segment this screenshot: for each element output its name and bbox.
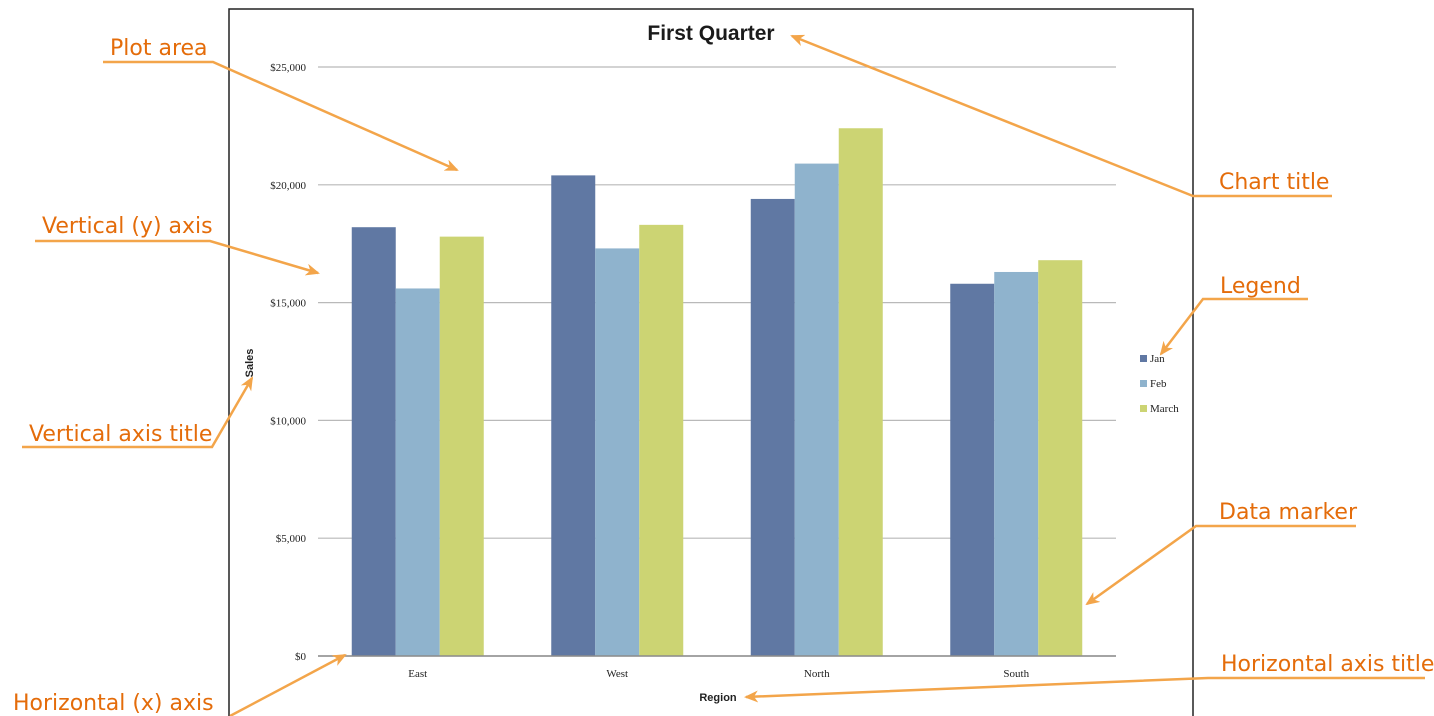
- callout-chart-title: Chart title: [790, 34, 1332, 198]
- bar-feb-west: [595, 248, 640, 657]
- callout-horizontal-axis-title-label: Horizontal axis title: [1221, 652, 1434, 677]
- legend-label-feb: Feb: [1150, 378, 1167, 390]
- x-tick-label: North: [804, 668, 830, 680]
- callout-vertical-axis-label: Vertical (y) axis: [42, 214, 213, 239]
- bar-march-north: [838, 128, 883, 657]
- y-tick-label: $0: [295, 651, 307, 663]
- callout-plot-area: Plot area: [103, 36, 459, 172]
- plot-area: $0 $5,000 $10,000 $15,000 $20,000 $25,000 East…: [270, 62, 1116, 680]
- x-tick-label: South: [1003, 668, 1029, 680]
- x-tick-label: East: [408, 668, 427, 680]
- bar-jan-north: [750, 198, 795, 656]
- callout-data-marker: Data marker: [1085, 500, 1358, 606]
- legend-label-jan: Jan: [1150, 353, 1165, 365]
- callout-horizontal-axis-title: Horizontal axis title: [744, 652, 1434, 703]
- y-tick-label: $15,000: [270, 298, 306, 310]
- x-tick-label: West: [606, 668, 628, 680]
- y-tick-label: $5,000: [276, 533, 307, 545]
- bar-jan-west: [551, 175, 596, 656]
- bar-feb-north: [794, 163, 839, 656]
- legend-label-march: March: [1150, 403, 1179, 415]
- vertical-axis-title: Sales: [244, 349, 256, 378]
- callout-legend: Legend: [1159, 274, 1308, 356]
- callout-vertical-axis-title-label: Vertical axis title: [29, 422, 212, 447]
- legend-swatch-jan: [1140, 355, 1147, 362]
- callout-horizontal-axis-label: Horizontal (x) axis: [13, 691, 214, 716]
- bar-march-east: [439, 236, 484, 656]
- legend-swatch-march: [1140, 405, 1147, 412]
- callout-vertical-axis: Vertical (y) axis: [35, 214, 320, 276]
- y-tick-label: $10,000: [270, 415, 306, 427]
- y-tick-label: $25,000: [270, 62, 306, 74]
- callout-plot-area-label: Plot area: [110, 36, 208, 61]
- horizontal-axis-title: Region: [699, 692, 737, 704]
- legend-swatch-feb: [1140, 380, 1147, 387]
- bar-march-south: [1038, 260, 1083, 656]
- bar-jan-south: [950, 283, 995, 656]
- callout-data-marker-label: Data marker: [1219, 500, 1358, 525]
- callout-vertical-axis-title: Vertical axis title: [22, 376, 254, 449]
- bar-march-west: [639, 224, 684, 657]
- y-tick-label: $20,000: [270, 180, 306, 192]
- bar-jan-east: [351, 227, 396, 656]
- callout-chart-title-label: Chart title: [1219, 170, 1329, 195]
- bar-feb-south: [994, 271, 1039, 656]
- legend: Jan Feb March: [1140, 353, 1179, 415]
- chart-title: First Quarter: [647, 22, 774, 45]
- bar-feb-east: [395, 288, 440, 656]
- callout-horizontal-axis: Horizontal (x) axis: [13, 653, 347, 716]
- callout-legend-label: Legend: [1220, 274, 1301, 299]
